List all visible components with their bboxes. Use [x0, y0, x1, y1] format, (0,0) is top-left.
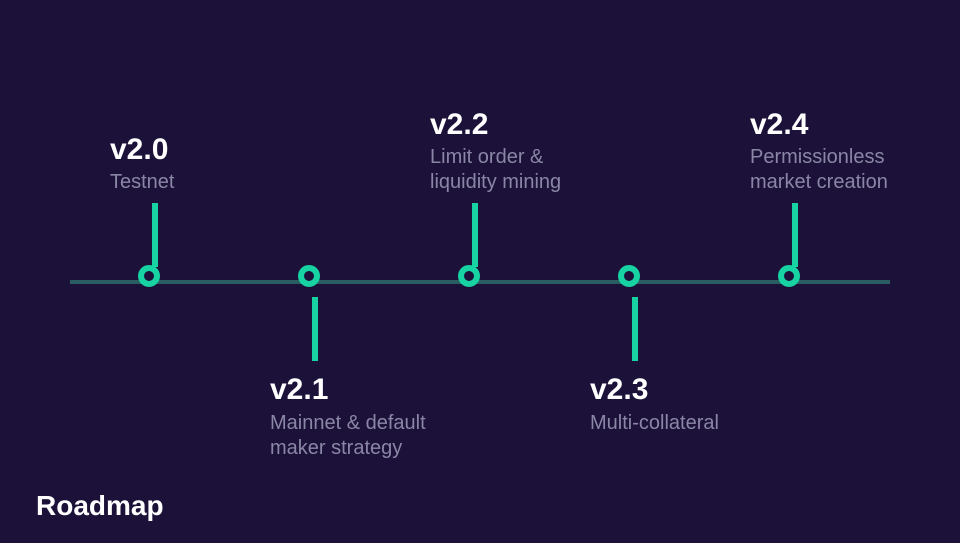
milestone-label: v2.4Permissionless market creation	[750, 106, 950, 196]
milestone-node-icon	[298, 265, 320, 287]
milestone-stem	[152, 203, 158, 267]
milestone-label: v2.1Mainnet & default maker strategy	[270, 371, 490, 461]
milestone-stem	[472, 203, 478, 267]
milestone-version: v2.3	[590, 371, 790, 409]
milestone-node-icon	[778, 265, 800, 287]
milestone-description: Mainnet & default maker strategy	[270, 411, 490, 461]
milestone-stem	[312, 297, 318, 361]
milestone-node-icon	[138, 265, 160, 287]
milestone-version: v2.2	[430, 106, 630, 144]
milestone-label: v2.2Limit order & liquidity mining	[430, 106, 630, 196]
milestone-description: Multi-collateral	[590, 411, 790, 436]
milestone-label: v2.3Multi-collateral	[590, 371, 790, 436]
milestone-version: v2.4	[750, 106, 950, 144]
milestone-stem	[792, 203, 798, 267]
milestone-description: Limit order & liquidity mining	[430, 145, 630, 195]
milestone-version: v2.0	[110, 131, 310, 169]
milestone-node-icon	[618, 265, 640, 287]
milestone-label: v2.0Testnet	[110, 131, 310, 196]
milestone-description: Permissionless market creation	[750, 145, 950, 195]
roadmap-canvas: v2.0Testnet v2.1Mainnet & default maker s…	[0, 0, 960, 543]
milestone-version: v2.1	[270, 371, 490, 409]
footer-label: Roadmap	[36, 490, 164, 522]
milestone-node-icon	[458, 265, 480, 287]
timeline-axis	[70, 280, 890, 284]
milestone-description: Testnet	[110, 170, 310, 195]
milestone-stem	[632, 297, 638, 361]
